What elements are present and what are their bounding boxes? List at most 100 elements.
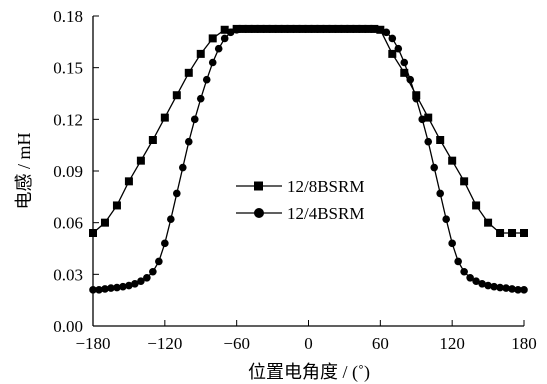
data-point-12-4bsrm: [214, 44, 223, 53]
data-point-12-8bsrm: [148, 136, 157, 144]
series-line-12-8bsrm: [92, 28, 524, 234]
x-axis-title: 位置电角度 / (˚): [248, 362, 370, 383]
data-point-12-4bsrm: [143, 273, 151, 282]
data-point-12-4bsrm: [376, 25, 385, 34]
data-point-12-8bsrm: [388, 49, 397, 58]
data-point-12-4bsrm: [280, 25, 289, 33]
x-tick-label: 120: [439, 334, 465, 353]
data-point-12-8bsrm: [124, 177, 133, 186]
data-point-12-4bsrm: [400, 58, 409, 67]
data-point-12-4bsrm: [268, 25, 277, 33]
legend-item-12-4bsrm: 12/4BSRM: [236, 204, 364, 223]
data-point-12-4bsrm: [101, 285, 109, 293]
data-point-12-4bsrm: [190, 115, 199, 124]
data-point-12-4bsrm: [454, 257, 462, 266]
data-point-12-4bsrm: [155, 257, 163, 266]
data-point-12-4bsrm: [472, 277, 480, 286]
data-point-12-4bsrm: [220, 34, 229, 43]
y-tick-label: 0.15: [53, 59, 83, 78]
x-tick-label: 0: [304, 334, 313, 353]
data-point-12-8bsrm: [508, 229, 517, 237]
data-point-12-8bsrm: [100, 218, 109, 227]
data-point-12-4bsrm: [286, 25, 295, 33]
data-point-12-8bsrm: [172, 91, 181, 100]
data-point-12-4bsrm: [496, 283, 504, 292]
data-point-12-8bsrm: [184, 68, 193, 77]
data-point-12-4bsrm: [119, 282, 127, 291]
data-point-12-4bsrm: [167, 215, 175, 224]
x-tick-label: 60: [372, 334, 389, 353]
legend-label-12-8bsrm: 12/8BSRM: [287, 177, 364, 196]
data-point-12-4bsrm: [370, 25, 379, 33]
data-point-12-4bsrm: [406, 75, 415, 84]
y-tick-label: 0.12: [53, 110, 83, 129]
y-tick-label: 0.09: [53, 162, 83, 181]
data-point-12-4bsrm: [340, 25, 349, 33]
data-point-12-4bsrm: [226, 28, 235, 37]
x-tick-label: −180: [75, 334, 110, 353]
data-point-12-4bsrm: [424, 137, 433, 146]
y-tick-label: 0.00: [53, 317, 83, 336]
plot-frame: [92, 16, 524, 327]
data-point-12-4bsrm: [244, 25, 253, 33]
data-point-12-4bsrm: [430, 163, 439, 172]
series-layer: [89, 24, 528, 294]
data-point-12-4bsrm: [232, 25, 241, 34]
data-point-12-8bsrm: [89, 229, 97, 237]
legend: 12/8BSRM 12/4BSRM: [236, 177, 364, 223]
y-tick-label: 0.03: [53, 265, 83, 284]
data-point-12-4bsrm: [274, 25, 283, 33]
y-axis-title: 电感 / mH: [14, 132, 34, 209]
data-point-12-4bsrm: [173, 189, 181, 198]
data-point-12-4bsrm: [478, 280, 486, 288]
data-point-12-4bsrm: [149, 267, 157, 276]
data-point-12-8bsrm: [112, 201, 121, 210]
data-point-12-4bsrm: [448, 239, 456, 248]
data-point-12-4bsrm: [107, 284, 115, 292]
data-point-12-4bsrm: [292, 25, 301, 33]
data-point-12-4bsrm: [358, 25, 367, 33]
legend-item-12-8bsrm: 12/8BSRM: [236, 177, 364, 196]
data-point-12-4bsrm: [196, 94, 205, 103]
data-point-12-8bsrm: [160, 113, 169, 122]
data-point-12-4bsrm: [436, 189, 444, 198]
data-point-12-4bsrm: [262, 25, 271, 33]
data-point-12-4bsrm: [208, 58, 217, 67]
data-point-12-4bsrm: [89, 286, 97, 294]
x-ticks: −180 −120 −60 0 60 120 180: [75, 320, 537, 353]
data-point-12-4bsrm: [298, 25, 307, 33]
data-point-12-8bsrm: [208, 34, 217, 43]
data-point-12-8bsrm: [400, 68, 409, 77]
data-point-12-4bsrm: [382, 28, 391, 37]
data-point-12-8bsrm: [520, 229, 528, 237]
data-point-12-8bsrm: [460, 177, 469, 186]
data-point-12-4bsrm: [514, 286, 522, 294]
data-point-12-4bsrm: [113, 283, 121, 292]
data-point-12-4bsrm: [161, 239, 169, 248]
series-line-12-4bsrm: [93, 28, 524, 291]
data-point-12-4bsrm: [490, 282, 498, 291]
data-point-12-4bsrm: [304, 25, 313, 33]
data-point-12-8bsrm: [496, 229, 505, 237]
data-point-12-8bsrm: [484, 218, 493, 227]
data-point-12-4bsrm: [95, 286, 103, 294]
data-point-12-8bsrm: [136, 156, 145, 165]
data-point-12-4bsrm: [412, 94, 421, 103]
data-point-12-4bsrm: [178, 163, 187, 172]
data-point-12-4bsrm: [418, 115, 427, 124]
data-point-12-4bsrm: [184, 137, 193, 146]
data-point-12-4bsrm: [250, 25, 259, 33]
data-point-12-8bsrm: [472, 201, 481, 210]
data-point-12-8bsrm: [436, 136, 445, 144]
data-point-12-4bsrm: [388, 34, 397, 43]
data-point-12-4bsrm: [316, 25, 325, 33]
data-point-12-4bsrm: [322, 25, 331, 33]
data-point-12-4bsrm: [238, 25, 247, 33]
data-point-12-4bsrm: [137, 277, 145, 286]
data-point-12-4bsrm: [508, 285, 516, 293]
y-tick-label: 0.06: [53, 214, 83, 233]
data-point-12-8bsrm: [196, 49, 205, 58]
data-point-12-4bsrm: [394, 44, 403, 53]
data-point-12-4bsrm: [460, 267, 468, 276]
data-point-12-8bsrm: [448, 156, 457, 165]
